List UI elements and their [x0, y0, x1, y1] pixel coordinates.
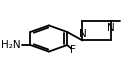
- Text: N: N: [79, 29, 86, 39]
- Text: N: N: [107, 23, 115, 33]
- Text: H₂N: H₂N: [1, 40, 21, 50]
- Text: F: F: [69, 45, 75, 55]
